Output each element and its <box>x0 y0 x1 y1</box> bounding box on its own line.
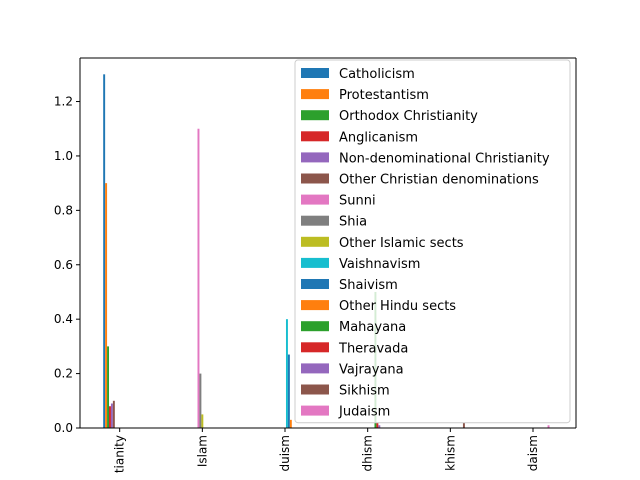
legend-label: Other Christian denominations <box>339 173 539 188</box>
legend-swatch <box>301 173 329 184</box>
legend: Catholicism Protestantism Orthodox Christi… <box>294 59 571 424</box>
legend-label: Other Islamic sects <box>339 236 464 251</box>
y-tick-label: 0.6 <box>54 258 73 272</box>
bar-other-hindu-sects-2 <box>289 419 292 428</box>
y-tick-label: 0.4 <box>54 312 73 326</box>
legend-swatch <box>301 152 329 163</box>
legend-label: Catholicism <box>339 67 415 82</box>
legend-swatch <box>301 342 329 353</box>
legend-label: Vaishnavism <box>339 257 420 272</box>
legend-label: Anglicanism <box>339 130 418 145</box>
legend-swatch <box>301 384 329 395</box>
bar-other-islamic-sects-1 <box>201 414 204 428</box>
x-tick-label: duism <box>278 435 292 472</box>
legend-swatch <box>301 363 329 374</box>
legend-label: Non-denominational Christianity <box>339 151 550 166</box>
legend-label: Protestantism <box>339 88 429 103</box>
bar-vajrayana-3 <box>378 425 381 428</box>
legend-label: Vajrayana <box>339 362 404 377</box>
bar-sikhism-4 <box>462 422 465 428</box>
x-tick-label: Islam <box>195 435 209 467</box>
x-tick-label: tianity <box>113 435 127 473</box>
legend-box <box>294 59 571 424</box>
x-tick-label: khism <box>443 435 457 471</box>
legend-label: Mahayana <box>339 320 406 335</box>
y-tick-label: 0.8 <box>54 203 73 217</box>
bar-theravada-3 <box>376 422 379 428</box>
legend-label: Shaivism <box>339 278 398 293</box>
legend-label: Theravada <box>338 341 408 356</box>
x-tick-label: daism <box>526 435 540 471</box>
legend-swatch <box>301 236 329 247</box>
bar-other-christian-denominations-0 <box>112 400 115 428</box>
y-tick-label: 1.2 <box>54 95 73 109</box>
bar-judaism-5 <box>547 425 550 428</box>
legend-swatch <box>301 405 329 416</box>
legend-swatch <box>301 321 329 332</box>
legend-swatch <box>301 68 329 78</box>
bar-sunni-1 <box>197 128 200 428</box>
y-tick-label: 0.2 <box>54 367 73 381</box>
legend-swatch <box>301 110 329 121</box>
bar-non-denominational-christianity-0 <box>110 403 113 428</box>
legend-swatch <box>301 89 329 100</box>
legend-label: Other Hindu sects <box>339 299 456 314</box>
bar-shaivism-2 <box>287 354 290 428</box>
legend-label: Sunni <box>339 194 376 209</box>
legend-swatch <box>301 194 329 205</box>
y-tick-label: 1.0 <box>54 149 73 163</box>
axes-layer: 0.0 0.2 0.4 0.6 0.8 1.0 1.2 tianity Islam duism dh… <box>54 57 577 473</box>
legend-swatch <box>301 215 329 226</box>
bar-orthodox-christianity-0 <box>107 346 110 428</box>
x-tick-label: dhism <box>361 435 375 472</box>
bar-shia-1 <box>199 373 202 428</box>
y-tick-label: 0.0 <box>54 421 73 435</box>
legend-swatch <box>301 300 329 311</box>
legend-swatch <box>301 257 329 268</box>
legend-swatch <box>301 279 329 289</box>
legend-label: Sikhism <box>339 384 390 399</box>
bar-anglicanism-0 <box>109 406 111 428</box>
legend-swatch <box>301 131 329 142</box>
bar-catholicism-0 <box>103 74 106 428</box>
legend-label: Shia <box>339 215 367 230</box>
legend-label: Orthodox Christianity <box>339 109 478 124</box>
legend-label: Judaism <box>338 405 390 420</box>
bar-protestantism-0 <box>105 183 108 428</box>
bar-vaishnavism-2 <box>285 319 288 428</box>
